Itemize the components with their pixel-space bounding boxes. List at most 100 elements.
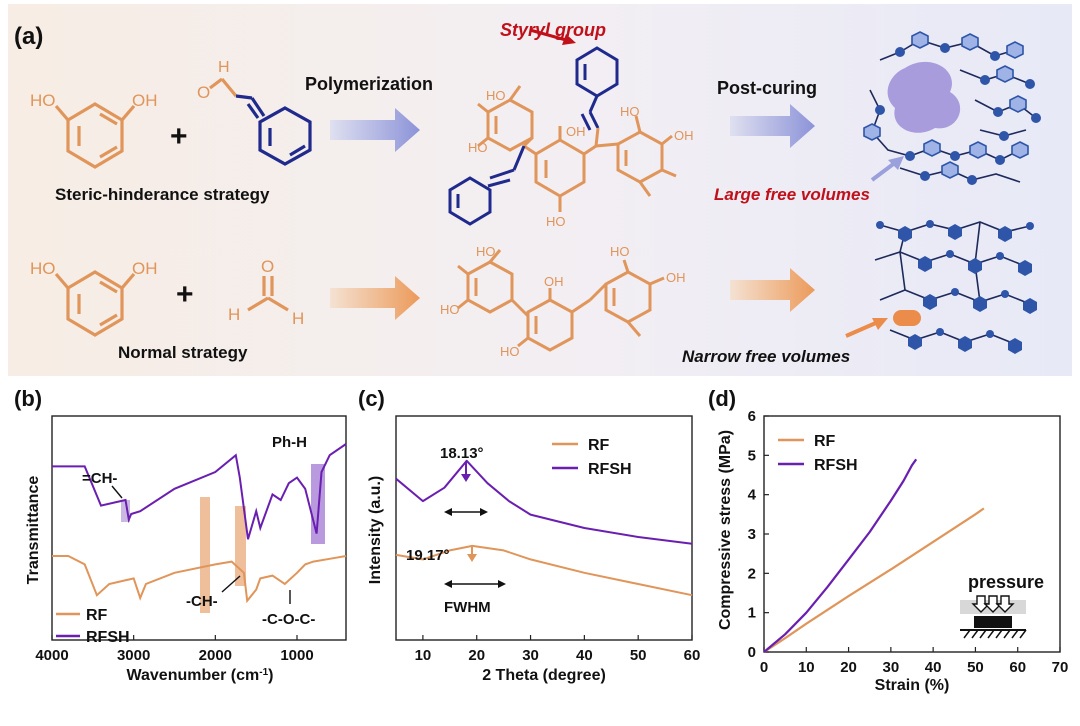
large-free-volume-network [863, 31, 1041, 185]
plus-sign-bottom: + [176, 278, 194, 311]
c-xtick-label: 40 [576, 647, 593, 664]
polymer-top-oh-1: OH [566, 124, 586, 139]
panel-c-axes-frame [395, 415, 693, 641]
pressure-label: pressure [968, 572, 1044, 592]
legend-b-rf: RF [86, 607, 108, 624]
panel-b-axes-frame [51, 415, 347, 641]
fwhm-label: FWHM [444, 599, 491, 616]
large-free-volumes-label: Large free volumes [714, 185, 870, 204]
d-xtick-label: 20 [840, 659, 857, 676]
panel-d-series [763, 458, 985, 653]
panel-b-label: (b) [14, 386, 42, 411]
series-line-rf [763, 507, 985, 653]
panel-d-ticks: 0 10 20 30 40 50 60 70 0 1 2 3 4 5 6 [748, 408, 1069, 676]
panel-d-ylabel: Compressive stress (MPa) [717, 430, 734, 630]
legend-c-rf: RF [588, 437, 610, 454]
polymer-top-ho-3: HO [546, 214, 566, 229]
d-ytick-label: 3 [748, 526, 756, 543]
d-ytick-label: 5 [748, 447, 756, 464]
c-xtick-label: 10 [415, 647, 432, 664]
formaldehyde-h-right: H [292, 309, 304, 328]
panel-c-legend: RF RFSH [552, 437, 632, 478]
post-curing-arrow-bottom [730, 268, 815, 312]
panel-b-series [52, 443, 347, 604]
post-curing-label: Post-curing [717, 78, 817, 98]
d-ytick-label: 2 [748, 565, 756, 582]
panel-c-ylabel: Intensity (a.u.) [367, 476, 384, 584]
ann-ph-h: Ph-H [272, 434, 307, 451]
d-xtick-label: 70 [1052, 659, 1069, 676]
polymerization-label: Polymerization [305, 74, 433, 94]
plus-sign-top: + [170, 120, 188, 153]
narrow-void-blob [893, 310, 921, 326]
narrow-free-volumes-label: Narrow free volumes [682, 347, 850, 366]
panel-c-label: (c) [358, 386, 385, 411]
series-line-rf [52, 555, 347, 604]
styryl-pointer-arrow [529, 28, 576, 45]
fwhm-arrow-rfsh [444, 508, 488, 516]
formaldehyde-h-left: H [228, 305, 240, 324]
panel-d-legend: RF RFSH [778, 433, 858, 474]
polymer-bottom-ho-3: HO [500, 344, 520, 359]
panel-b-xticks: 4000 3000 2000 1000 [35, 635, 314, 664]
series-line-rf [395, 544, 693, 597]
polymer-bottom-ho-4: HO [610, 244, 630, 259]
panel-a-label: (a) [14, 23, 43, 50]
narrow-free-volume-pointer [845, 318, 888, 338]
peak-rf-label: 19.17° [406, 547, 450, 564]
series-line-rfsh [395, 459, 693, 545]
panel-b-ylabel: Transmittance [25, 476, 42, 585]
resorcinol-oh-label: OH [132, 91, 158, 110]
peak-rfsh-label: 18.13° [440, 445, 484, 462]
fwhm-arrow-rf [444, 580, 506, 588]
legend-d-rf: RF [814, 433, 836, 450]
series-line-rfsh [763, 458, 918, 653]
resorcinol-bottom-ho: HO [30, 259, 56, 278]
panel-b-ftir-chart: (b) Transmittance Wavenumber (cm-1) 4000… [14, 386, 347, 685]
d-xtick-label: 10 [798, 659, 815, 676]
d-xtick-label: 0 [760, 659, 768, 676]
ann-ch-eq: =CH- [82, 470, 117, 487]
resorcinol-molecule-top [54, 102, 136, 169]
polymer-top-ho-2: HO [468, 140, 488, 155]
panel-c-xlabel: 2 Theta (degree) [482, 667, 606, 684]
legend-b-rfsh: RFSH [86, 629, 130, 646]
polymer-bottom-ho-2: HO [440, 302, 460, 317]
large-free-volume-pointer [870, 156, 904, 182]
d-ytick-label: 4 [748, 487, 757, 504]
b-xtick-label: 1000 [280, 647, 313, 664]
panel-c-series [395, 459, 693, 597]
legend-c-rfsh: RFSH [588, 461, 632, 478]
aldehyde-o-label: O [197, 83, 210, 102]
pressure-inset: pressure [960, 572, 1044, 639]
d-ytick-label: 1 [748, 605, 756, 622]
panel-a-schematic: (a) HO OH + O H Steric-hinderance strate… [8, 4, 1072, 376]
narrow-free-volume-network [874, 220, 1037, 354]
normal-polymer-structure [457, 249, 665, 352]
panel-d-xlabel: Strain (%) [875, 677, 950, 694]
panel-c-xrd-chart: (c) Intensity (a.u.) 2 Theta (degree) 10… [358, 386, 701, 684]
d-xtick-label: 40 [925, 659, 942, 676]
panel-b-legend: RF RFSH [56, 607, 130, 646]
styryl-polymer-atom-labels: HO HO OH HO HO OH [468, 88, 694, 229]
legend-d-rfsh: RFSH [814, 457, 858, 474]
post-curing-arrow [730, 104, 815, 148]
c-xtick-label: 60 [684, 647, 701, 664]
d-ytick-label: 0 [748, 644, 756, 661]
polymer-bottom-ho-1: HO [476, 244, 496, 259]
panel-b-xlabel: Wavenumber (cm-1) [126, 667, 273, 685]
normal-strategy-label: Normal strategy [118, 343, 248, 362]
polymer-top-ho-4: HO [620, 104, 640, 119]
d-xtick-label: 30 [883, 659, 900, 676]
formaldehyde-molecule [247, 276, 289, 312]
b-xtick-label: 4000 [35, 647, 68, 664]
styryl-group-label: Styryl group [500, 20, 606, 40]
resorcinol-ho-label: HO [30, 91, 56, 110]
ann-ch: -CH- [186, 593, 218, 610]
d-xtick-label: 50 [967, 659, 984, 676]
series-line-rfsh [52, 443, 347, 540]
resorcinol-molecule-bottom [54, 270, 136, 337]
c-xtick-label: 50 [630, 647, 647, 664]
aldehyde-h-label: H [218, 59, 230, 76]
resorcinol-bottom-oh: OH [132, 259, 158, 278]
